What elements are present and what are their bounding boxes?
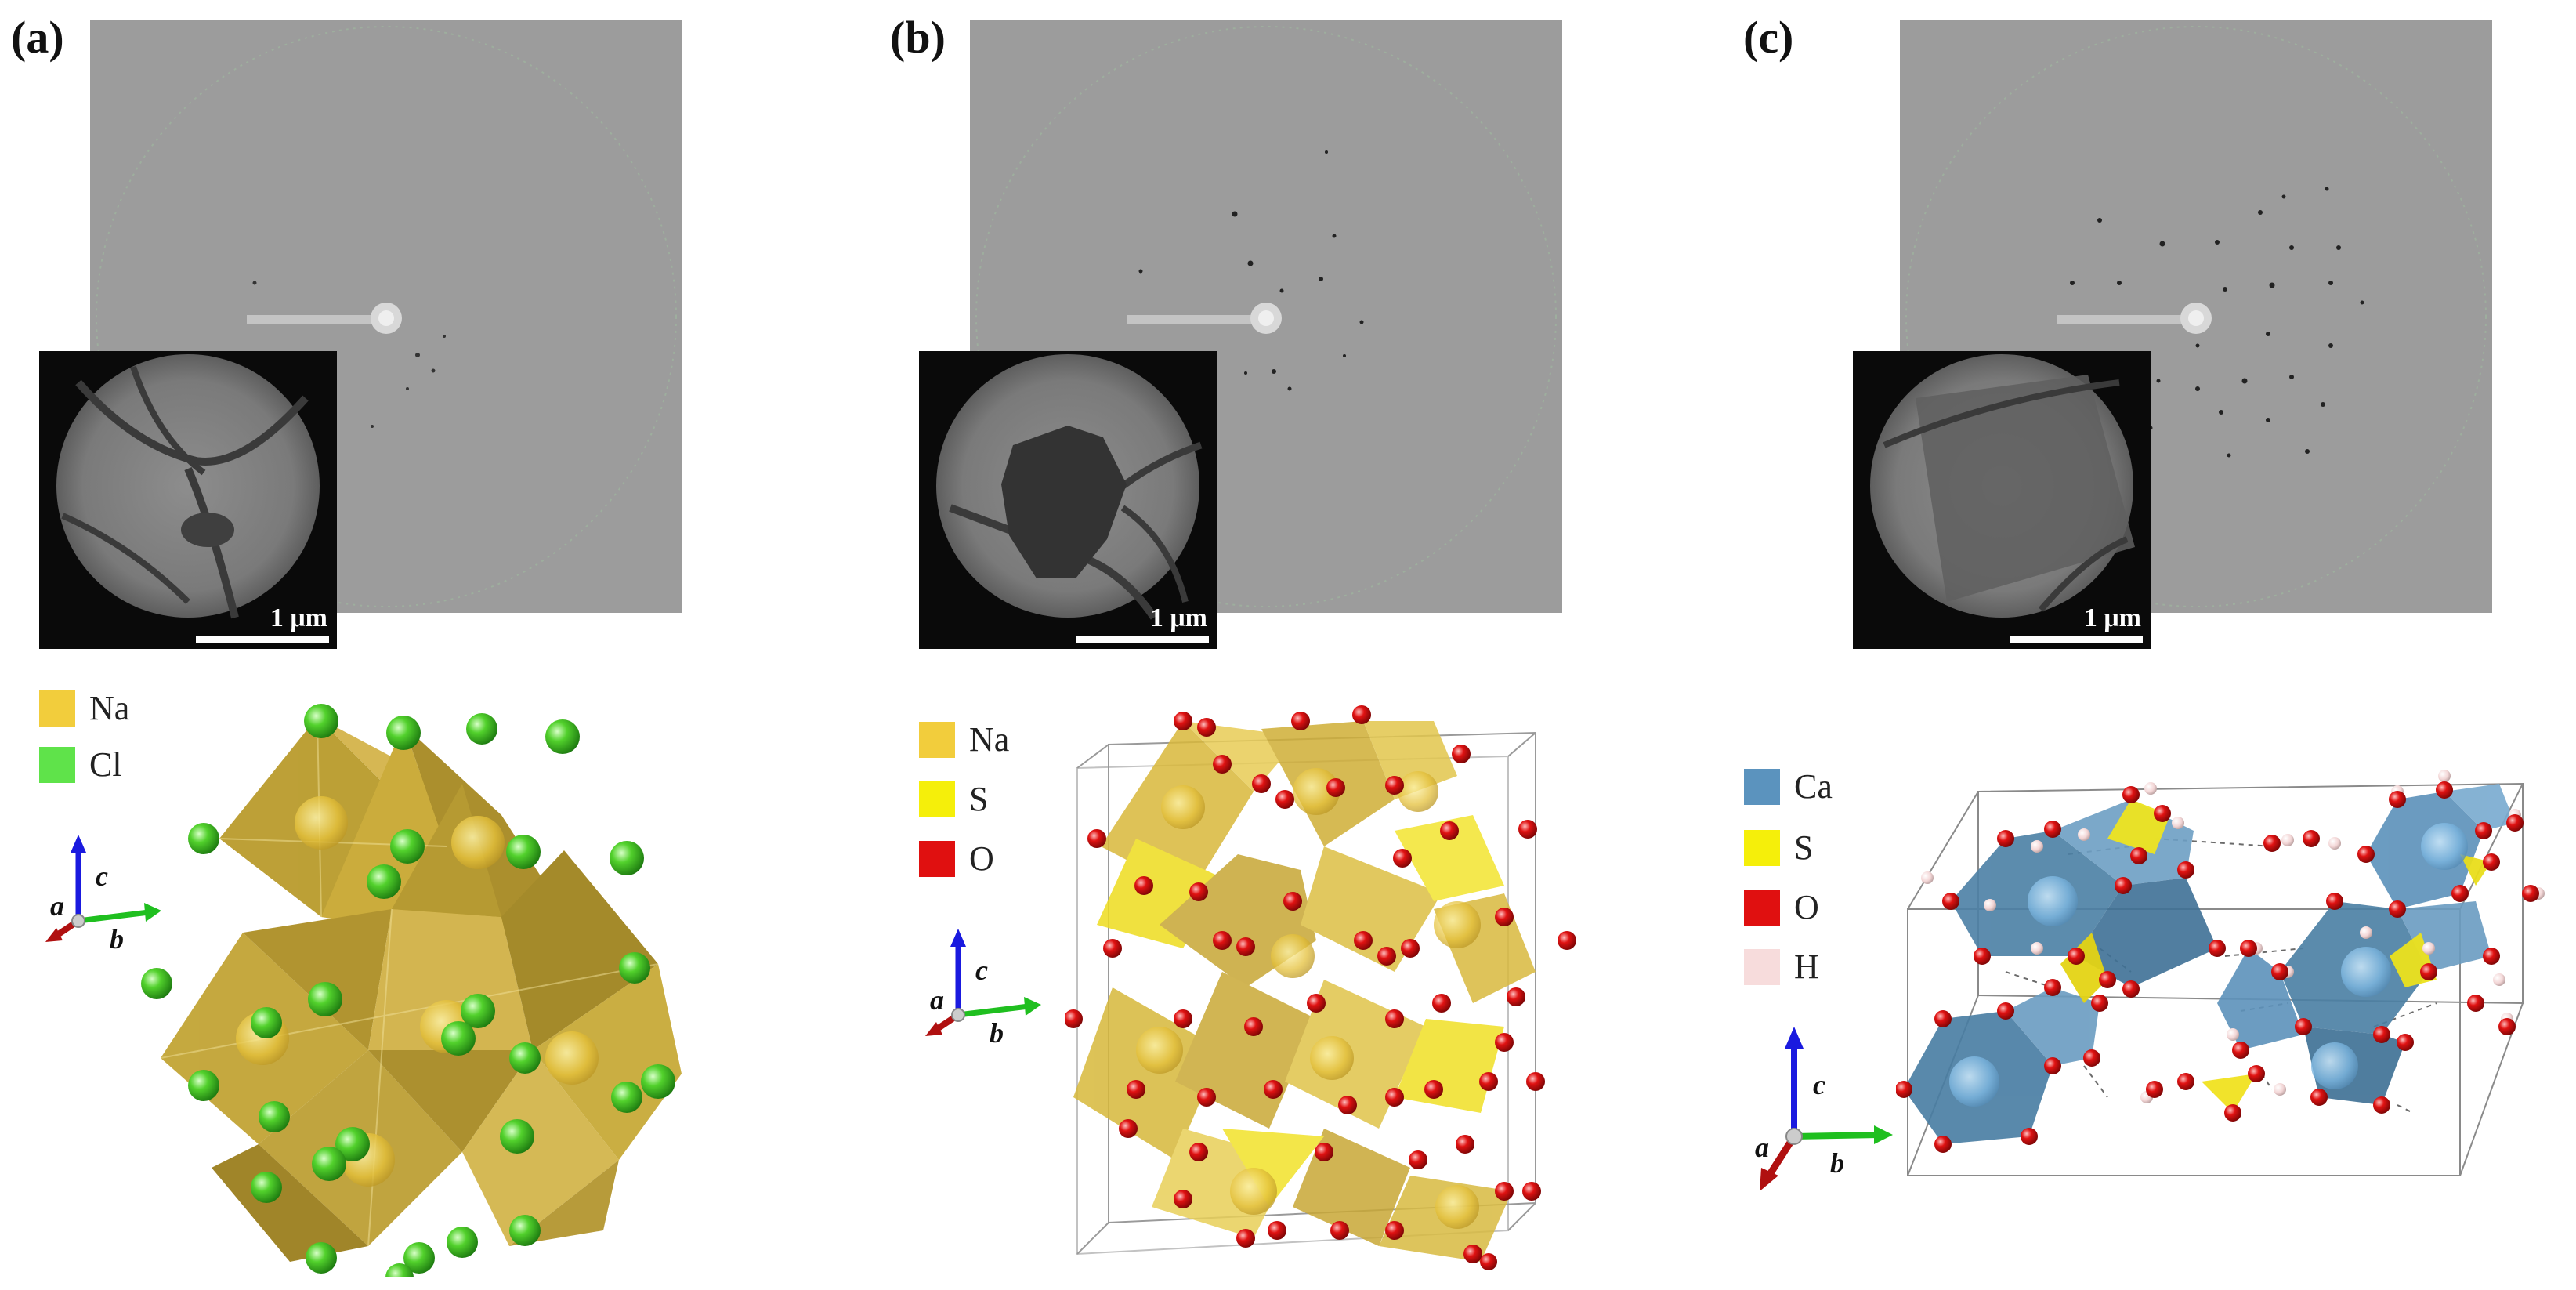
panel-label-c: (c): [1743, 12, 1794, 63]
legend-item-cl: Cl: [39, 745, 122, 785]
axis-b-label-c: b: [1830, 1147, 1844, 1179]
tem-inset-a: 1 μm: [39, 351, 337, 649]
panel-label-b: (b): [890, 12, 946, 63]
swatch-ca: [1744, 768, 1780, 805]
swatch-s: [1744, 829, 1780, 866]
axis-triad-a: c a b: [45, 835, 161, 955]
tem-inset-c: 1 μm: [1853, 351, 2151, 649]
na2so4-crystal-structure: [1065, 705, 1576, 1270]
axis-triad-b: c a b: [925, 929, 1041, 1049]
axis-a-label-b: a: [930, 984, 944, 1016]
scale-bar-a: [196, 636, 329, 643]
scale-bar-label-b: 1 μm: [1149, 603, 1207, 632]
scale-bar-label-c: 1 μm: [2083, 603, 2141, 632]
axis-b-label-b: b: [990, 1017, 1004, 1049]
axis-c-label-c: c: [1813, 1069, 1825, 1100]
swatch-o: [919, 840, 955, 877]
legend-item-s: S: [919, 779, 988, 819]
panel-label-a: (a): [11, 12, 64, 63]
swatch-cl: [39, 746, 75, 783]
legend-item-h: H: [1744, 947, 1819, 987]
diffraction-pattern-a: [90, 20, 682, 613]
swatch-na: [919, 721, 955, 758]
swatch-na: [39, 690, 75, 727]
scale-bar-label-a: 1 μm: [270, 603, 327, 632]
legend-item-na: Na: [919, 719, 1009, 759]
axis-a-label-c: a: [1755, 1132, 1769, 1163]
legend-item-na: Na: [39, 688, 129, 728]
swatch-s: [919, 781, 955, 817]
legend-item-o: O: [1744, 887, 1819, 927]
axis-c-label-b: c: [975, 955, 988, 986]
axis-c-label-a: c: [96, 861, 108, 892]
scale-bar-c: [2010, 636, 2143, 643]
nacl-crystal-structure: [141, 704, 682, 1277]
gypsum-crystal-structure: [1896, 770, 2545, 1176]
axis-a-label-a: a: [50, 890, 64, 922]
legend-item-ca: Ca: [1744, 766, 1833, 806]
swatch-o: [1744, 889, 1780, 926]
axis-triad-c: c a b: [1755, 1027, 1893, 1191]
tem-inset-b: 1 μm: [919, 351, 1217, 649]
legend-item-o: O: [919, 839, 994, 879]
legend-item-s: S: [1744, 828, 1813, 868]
axis-b-label-a: b: [110, 923, 124, 955]
scale-bar-b: [1076, 636, 1209, 643]
swatch-h: [1744, 948, 1780, 985]
